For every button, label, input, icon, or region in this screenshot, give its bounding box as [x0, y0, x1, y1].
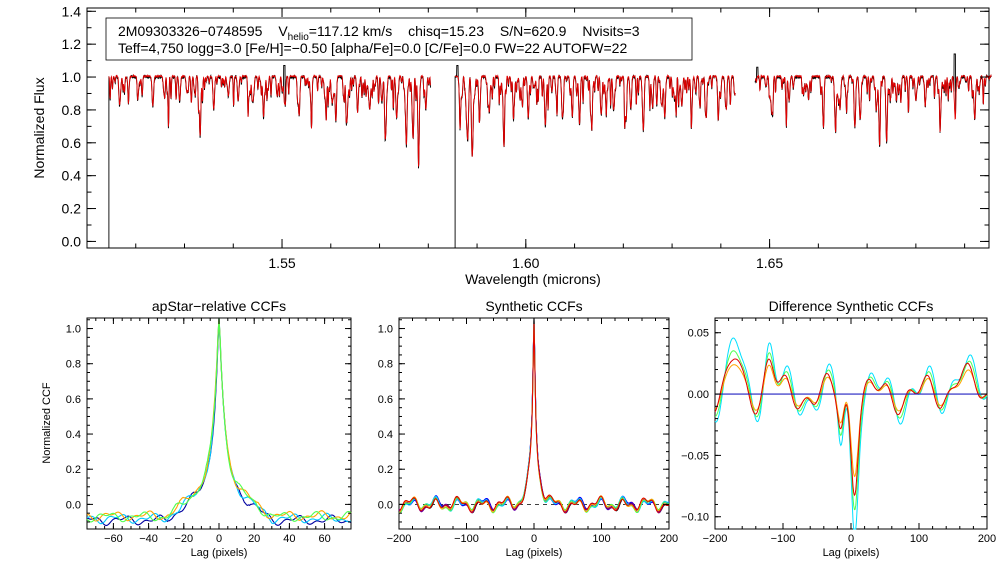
x-tick-label: 40	[283, 533, 295, 545]
spectrum-frame	[86, 7, 990, 249]
y-tick-label: 0.6	[66, 394, 81, 406]
y-tick-label: 0.8	[378, 359, 393, 371]
difference-ccf-frame	[714, 317, 988, 530]
model-spectrum-series	[108, 73, 992, 167]
y-tick-label: 0.6	[62, 135, 82, 151]
x-tick-label: 20	[248, 533, 260, 545]
x-tick-label: 200	[660, 533, 678, 545]
y-tick-label: 1.4	[62, 3, 82, 19]
x-tick-label: 1.65	[756, 255, 783, 271]
x-tick-label: −100	[454, 533, 479, 545]
synthetic-ccf-series	[398, 317, 670, 514]
x-tick-label: −40	[139, 533, 158, 545]
observed-spectrum-line	[454, 65, 736, 248]
difference-ccf-ticks: −200 −100 0 100 200 −0.10 −0.05 0.00 0.05	[681, 318, 996, 545]
star-id: 2M09303326−0748595	[118, 23, 263, 39]
vhelio-prefix: V	[278, 23, 288, 39]
synthetic-ccf-line	[398, 317, 670, 514]
difference-ccf-line	[714, 358, 988, 497]
y-tick-label: 0.00	[688, 389, 709, 401]
x-tick-label: −20	[174, 533, 193, 545]
y-tick-label: −0.10	[681, 512, 709, 524]
y-tick-label: −0.05	[681, 450, 709, 462]
difference-ccf-panel: −200 −100 0 100 200 −0.10 −0.05 0.00 0.05 Differ…	[681, 298, 996, 559]
nvisits-value: Nvisits=3	[582, 23, 639, 39]
x-tick-label: 0	[216, 533, 222, 545]
synthetic-ccf-title: Synthetic CCFs	[485, 298, 582, 314]
apstar-ccf-line	[86, 317, 352, 523]
x-tick-label: 60	[318, 533, 330, 545]
synthetic-ccf-line	[398, 317, 670, 513]
synthetic-ccf-x-label: Lag (pixels)	[506, 547, 563, 559]
vhelio-value: =117.12 km/s	[309, 23, 392, 39]
difference-ccf-line	[714, 337, 988, 530]
header-line-1: 2M09303326−0748595 Vhelio=117.12 km/s ch…	[118, 23, 640, 43]
synthetic-ccf-line	[398, 317, 670, 513]
x-tick-label: 100	[910, 533, 928, 545]
apstar-ccf-ticks: −60 −40 −20 0 20 40 60 0.0 0.2 0.4 0.6 0.8 1.0	[66, 318, 352, 545]
vhelio-subscript: helio	[288, 32, 310, 43]
spectrum-ticks: 1.55 1.60 1.65 0.0 0.2 0.4 0.6 0.8 1.0 1.2 1.4	[62, 3, 989, 271]
apstar-ccf-frame	[86, 317, 352, 530]
x-tick-label: 0	[531, 533, 537, 545]
y-tick-label: 0.8	[62, 102, 82, 118]
y-tick-label: 0.2	[62, 201, 82, 217]
y-tick-label: 0.2	[378, 464, 393, 476]
difference-ccf-title: Difference Synthetic CCFs	[769, 298, 934, 314]
header-box	[105, 17, 693, 61]
y-tick-label: 1.2	[62, 36, 82, 52]
synthetic-ccf-line	[398, 317, 670, 514]
y-tick-label: 0.4	[66, 429, 81, 441]
spectrum-x-label: Wavelength (microns)	[465, 271, 601, 287]
x-tick-label: 1.55	[268, 255, 295, 271]
y-tick-label: 0.0	[62, 233, 82, 249]
apstar-ccf-line	[86, 317, 352, 522]
y-tick-label: 0.2	[66, 464, 81, 476]
difference-ccf-x-label: Lag (pixels)	[823, 547, 880, 559]
synthetic-ccf-panel: −200 −100 0 100 200 0.0 0.2 0.4 0.6 0.8 1.0 Synthe…	[378, 298, 678, 559]
apstar-ccf-title: apStar−relative CCFs	[152, 298, 286, 314]
x-tick-label: 1.60	[512, 255, 539, 271]
model-spectrum-line	[454, 73, 736, 157]
synthetic-ccf-line	[398, 317, 670, 514]
apstar-ccf-line	[86, 317, 352, 527]
x-tick-label: −200	[387, 533, 412, 545]
model-spectrum-line	[108, 73, 431, 167]
apstar-ccf-panel: −60 −40 −20 0 20 40 60 0.0 0.2 0.4 0.6 0.8 1.0 apSta…	[41, 298, 352, 559]
y-tick-label: 0.4	[378, 429, 393, 441]
apstar-ccf-series	[86, 317, 352, 527]
y-tick-label: 0.8	[66, 359, 81, 371]
chisq-value: chisq=15.23	[408, 23, 484, 39]
y-tick-label: 1.0	[66, 324, 81, 336]
apstar-ccf-line	[86, 317, 352, 525]
x-tick-label: 100	[592, 533, 610, 545]
x-tick-label: 200	[978, 533, 996, 545]
y-tick-label: 0.6	[378, 394, 393, 406]
apstar-ccf-y-label: Normalized CCF	[41, 382, 53, 464]
x-tick-label: −60	[104, 533, 123, 545]
difference-ccf-line	[714, 350, 988, 511]
y-tick-label: 0.4	[62, 168, 82, 184]
spectrum-y-label: Normalized Flux	[31, 77, 47, 178]
model-spectrum-line	[754, 73, 992, 146]
x-tick-label: −200	[703, 533, 728, 545]
spectrum-panel: 1.55 1.60 1.65 0.0 0.2 0.4 0.6 0.8 1.0 1.2 1.4 2M0…	[31, 3, 992, 287]
y-tick-label: 1.0	[378, 324, 393, 336]
y-tick-label: 1.0	[62, 69, 82, 85]
x-tick-label: −100	[771, 533, 796, 545]
y-tick-label: 0.0	[66, 499, 81, 511]
y-tick-label: 0.05	[688, 328, 709, 340]
x-tick-label: 0	[848, 533, 854, 545]
y-tick-label: 0.0	[378, 499, 393, 511]
header-params: Teff=4,750 logg=3.0 [Fe/H]=−0.50 [alpha/…	[118, 40, 627, 56]
apstar-ccf-x-label: Lag (pixels)	[191, 547, 248, 559]
synthetic-ccf-line	[398, 317, 670, 514]
sn-value: S/N=620.9	[500, 23, 567, 39]
difference-ccf-series	[714, 337, 988, 530]
synthetic-ccf-frame	[398, 317, 670, 530]
synthetic-ccf-ticks: −200 −100 0 100 200 0.0 0.2 0.4 0.6 0.8 1.0	[378, 318, 678, 545]
synthetic-ccf-line	[399, 317, 670, 514]
